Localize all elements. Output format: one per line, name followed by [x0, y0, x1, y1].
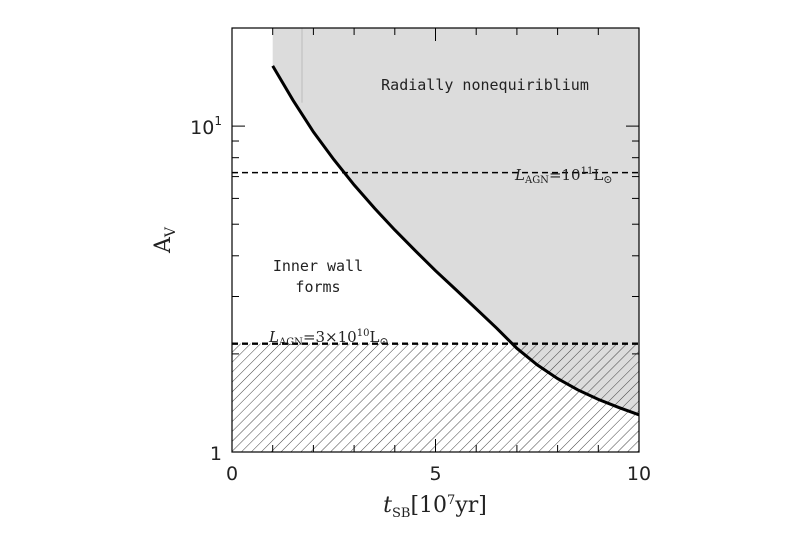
- hline-label-upper: LAGN=1011L⊙: [514, 166, 613, 186]
- inner-wall-label-line2: forms: [295, 278, 340, 296]
- series-curve: [271, 65, 639, 417]
- hline-label-lower: LAGN=3×1010L⊙: [268, 328, 389, 348]
- x-tick-label: 5: [429, 463, 441, 485]
- x-tick-label: 0: [226, 463, 238, 485]
- y-axis-label: AV: [151, 226, 179, 254]
- y-tick-label: 101: [190, 114, 222, 139]
- region-label: Radially nonequiriblium: [381, 76, 589, 94]
- plot-area: [232, 28, 639, 452]
- y-tick-label: 1: [210, 443, 222, 465]
- inner-wall-label-line1: Inner wall: [273, 257, 363, 275]
- hatched-region: [232, 343, 639, 452]
- nonequilibrium-region: [272, 28, 639, 415]
- x-axis-label: tSB[107yr]: [383, 493, 487, 521]
- x-tick-label: 10: [627, 463, 651, 485]
